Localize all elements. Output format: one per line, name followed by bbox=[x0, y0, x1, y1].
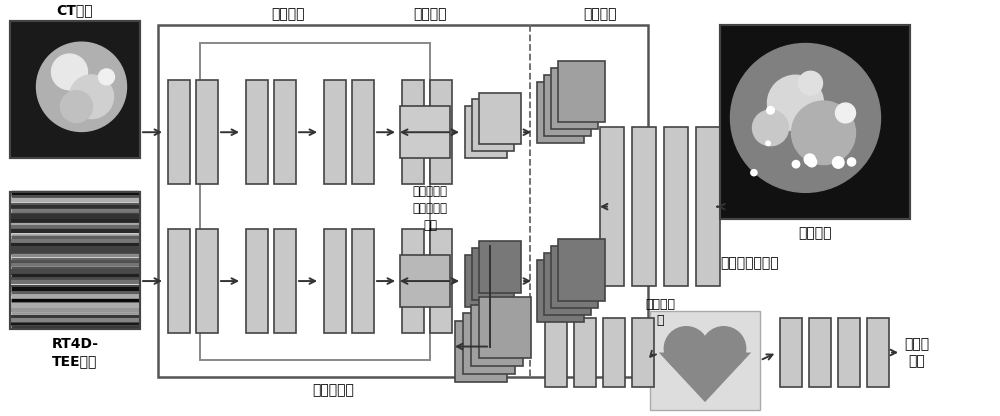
Bar bbox=[402, 229, 424, 333]
Bar bbox=[479, 241, 521, 293]
Circle shape bbox=[751, 170, 757, 176]
Bar bbox=[471, 305, 523, 366]
Bar bbox=[479, 92, 521, 144]
Circle shape bbox=[702, 327, 746, 370]
Bar bbox=[463, 313, 515, 374]
Bar bbox=[650, 311, 760, 410]
Circle shape bbox=[70, 75, 114, 119]
Bar bbox=[324, 229, 346, 333]
Bar bbox=[545, 318, 567, 387]
Bar bbox=[274, 229, 296, 333]
Bar bbox=[603, 318, 625, 387]
Bar bbox=[274, 80, 296, 184]
Circle shape bbox=[804, 154, 815, 165]
Text: CT图像: CT图像 bbox=[57, 3, 93, 17]
Bar bbox=[696, 127, 720, 286]
Circle shape bbox=[792, 161, 800, 168]
Bar bbox=[352, 80, 374, 184]
Text: 特征提取: 特征提取 bbox=[271, 7, 305, 21]
Bar bbox=[465, 255, 507, 307]
Bar bbox=[246, 229, 268, 333]
Bar bbox=[10, 192, 140, 329]
Text: 封堵器形状估计: 封堵器形状估计 bbox=[720, 256, 779, 270]
Bar bbox=[780, 318, 802, 387]
Circle shape bbox=[98, 69, 114, 85]
Bar bbox=[600, 127, 624, 286]
Bar bbox=[867, 318, 889, 387]
Bar bbox=[558, 61, 605, 122]
Bar bbox=[200, 43, 430, 360]
Bar bbox=[430, 80, 452, 184]
Bar bbox=[10, 192, 140, 329]
Text: 封堵器
选择: 封堵器 选择 bbox=[904, 337, 929, 368]
Bar bbox=[158, 25, 648, 377]
Bar bbox=[455, 321, 507, 382]
Bar bbox=[551, 68, 598, 129]
Circle shape bbox=[847, 158, 856, 166]
Circle shape bbox=[768, 75, 824, 131]
Bar bbox=[632, 127, 656, 286]
Bar bbox=[809, 318, 831, 387]
Bar bbox=[574, 318, 596, 387]
Bar bbox=[430, 229, 452, 333]
Bar bbox=[558, 239, 605, 301]
Bar bbox=[196, 80, 218, 184]
Bar bbox=[352, 229, 374, 333]
Bar bbox=[400, 255, 450, 307]
Bar bbox=[196, 229, 218, 333]
Circle shape bbox=[36, 42, 126, 131]
Circle shape bbox=[753, 110, 788, 146]
Circle shape bbox=[798, 71, 822, 95]
Text: RT4D-
TEE图像: RT4D- TEE图像 bbox=[52, 337, 98, 368]
Bar bbox=[537, 260, 584, 322]
Bar bbox=[838, 318, 860, 387]
Bar bbox=[472, 99, 514, 151]
Text: 融合结果: 融合结果 bbox=[798, 226, 832, 240]
Bar bbox=[664, 127, 688, 286]
Circle shape bbox=[767, 106, 774, 114]
Text: 编码器网络: 编码器网络 bbox=[312, 383, 354, 397]
Bar bbox=[465, 106, 507, 158]
Bar bbox=[402, 80, 424, 184]
Circle shape bbox=[807, 157, 817, 167]
Bar bbox=[479, 297, 531, 359]
Bar bbox=[544, 74, 591, 136]
Circle shape bbox=[792, 101, 856, 165]
Bar bbox=[544, 253, 591, 315]
Bar bbox=[324, 80, 346, 184]
Polygon shape bbox=[659, 352, 751, 402]
Circle shape bbox=[766, 141, 770, 146]
Circle shape bbox=[52, 54, 88, 90]
Bar bbox=[10, 21, 140, 158]
Bar bbox=[632, 318, 654, 387]
Bar bbox=[168, 229, 190, 333]
Circle shape bbox=[730, 44, 881, 192]
Bar bbox=[400, 106, 450, 158]
Bar bbox=[246, 80, 268, 184]
Bar bbox=[537, 82, 584, 143]
Circle shape bbox=[664, 327, 708, 370]
Bar bbox=[551, 246, 598, 308]
Bar bbox=[720, 25, 910, 218]
Text: 特征融合: 特征融合 bbox=[413, 7, 447, 21]
Text: 基于残差结
构的注意力
模块: 基于残差结 构的注意力 模块 bbox=[413, 185, 448, 232]
Bar bbox=[10, 21, 140, 158]
Bar bbox=[720, 25, 910, 218]
Circle shape bbox=[836, 103, 856, 123]
Text: 解码器网
络: 解码器网 络 bbox=[645, 298, 675, 327]
Text: 图像重建: 图像重建 bbox=[583, 7, 617, 21]
Circle shape bbox=[833, 157, 844, 168]
Circle shape bbox=[60, 91, 92, 123]
Bar bbox=[472, 248, 514, 300]
Bar bbox=[168, 80, 190, 184]
